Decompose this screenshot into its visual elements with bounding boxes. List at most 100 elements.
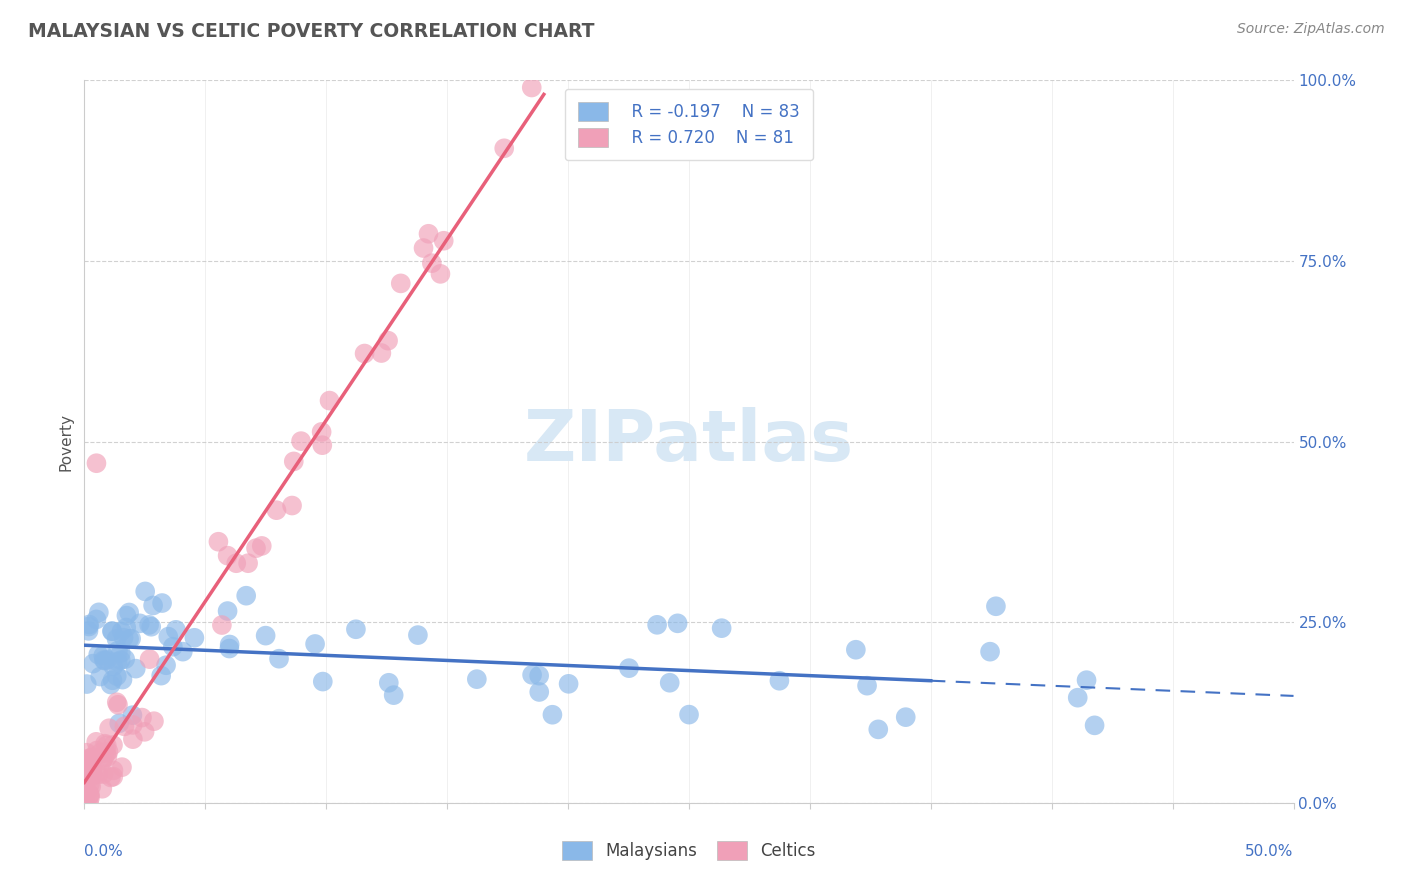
Point — [75, 755, 97, 769]
Point — [128, 616, 150, 631]
Point — [155, 658, 177, 673]
Point — [412, 241, 434, 255]
Point — [527, 668, 550, 682]
Point — [281, 499, 304, 513]
Point — [77, 624, 100, 638]
Point — [218, 641, 240, 656]
Point — [108, 716, 131, 731]
Point — [845, 642, 868, 657]
Point — [768, 673, 790, 688]
Point — [225, 556, 247, 570]
Point — [96, 653, 118, 667]
Point — [79, 751, 101, 765]
Legend: Malaysians, Celtics: Malaysians, Celtics — [555, 834, 823, 867]
Point — [105, 669, 128, 683]
Point — [96, 749, 118, 764]
Point — [82, 751, 104, 765]
Point — [420, 256, 443, 270]
Point — [82, 750, 104, 764]
Point — [121, 708, 143, 723]
Point — [89, 669, 111, 683]
Point — [80, 761, 103, 775]
Point — [353, 346, 375, 360]
Point — [86, 743, 108, 757]
Point — [87, 605, 110, 619]
Point — [82, 657, 104, 671]
Point — [141, 620, 163, 634]
Text: ZIPatlas: ZIPatlas — [524, 407, 853, 476]
Point — [162, 640, 184, 654]
Point — [217, 549, 239, 563]
Point — [79, 751, 101, 765]
Point — [218, 638, 240, 652]
Point — [93, 653, 115, 667]
Point — [75, 746, 97, 760]
Point — [245, 541, 267, 556]
Point — [856, 679, 879, 693]
Point — [75, 770, 97, 784]
Point — [120, 632, 142, 646]
Point — [75, 789, 97, 803]
Point — [254, 629, 277, 643]
Point — [107, 698, 129, 712]
Point — [103, 659, 125, 673]
Point — [79, 788, 101, 802]
Point — [236, 556, 259, 570]
Point — [112, 631, 135, 645]
Text: Source: ZipAtlas.com: Source: ZipAtlas.com — [1237, 22, 1385, 37]
Point — [84, 735, 107, 749]
Point — [283, 454, 305, 468]
Point — [101, 673, 124, 688]
Point — [150, 668, 173, 682]
Point — [84, 766, 107, 780]
Point — [97, 744, 120, 758]
Point — [134, 584, 156, 599]
Text: MALAYSIAN VS CELTIC POVERTY CORRELATION CHART: MALAYSIAN VS CELTIC POVERTY CORRELATION … — [28, 22, 595, 41]
Point — [382, 688, 405, 702]
Point — [122, 732, 145, 747]
Point — [87, 767, 110, 781]
Point — [115, 608, 138, 623]
Point — [142, 714, 165, 729]
Point — [86, 612, 108, 626]
Point — [118, 632, 141, 646]
Point — [868, 723, 890, 737]
Point — [100, 771, 122, 785]
Point — [91, 781, 114, 796]
Point — [150, 596, 173, 610]
Point — [235, 589, 257, 603]
Point — [80, 780, 103, 794]
Point — [541, 707, 564, 722]
Point — [76, 677, 98, 691]
Point — [318, 393, 340, 408]
Point — [312, 674, 335, 689]
Point — [134, 724, 156, 739]
Point — [217, 604, 239, 618]
Point — [101, 624, 124, 639]
Point — [101, 738, 124, 752]
Point — [311, 438, 333, 452]
Point — [142, 599, 165, 613]
Point — [211, 618, 233, 632]
Point — [89, 747, 111, 761]
Point — [75, 796, 97, 810]
Point — [75, 781, 97, 796]
Point — [94, 737, 117, 751]
Point — [250, 539, 273, 553]
Point — [91, 648, 114, 663]
Point — [96, 746, 118, 760]
Point — [110, 646, 132, 660]
Point — [103, 770, 125, 784]
Point — [77, 796, 100, 810]
Point — [105, 632, 128, 646]
Point — [82, 767, 104, 781]
Point — [529, 685, 551, 699]
Point — [79, 771, 101, 785]
Point — [77, 619, 100, 633]
Point — [645, 617, 668, 632]
Point — [103, 764, 125, 778]
Point — [1076, 673, 1098, 688]
Point — [79, 790, 101, 805]
Point — [111, 673, 134, 687]
Point — [93, 767, 115, 781]
